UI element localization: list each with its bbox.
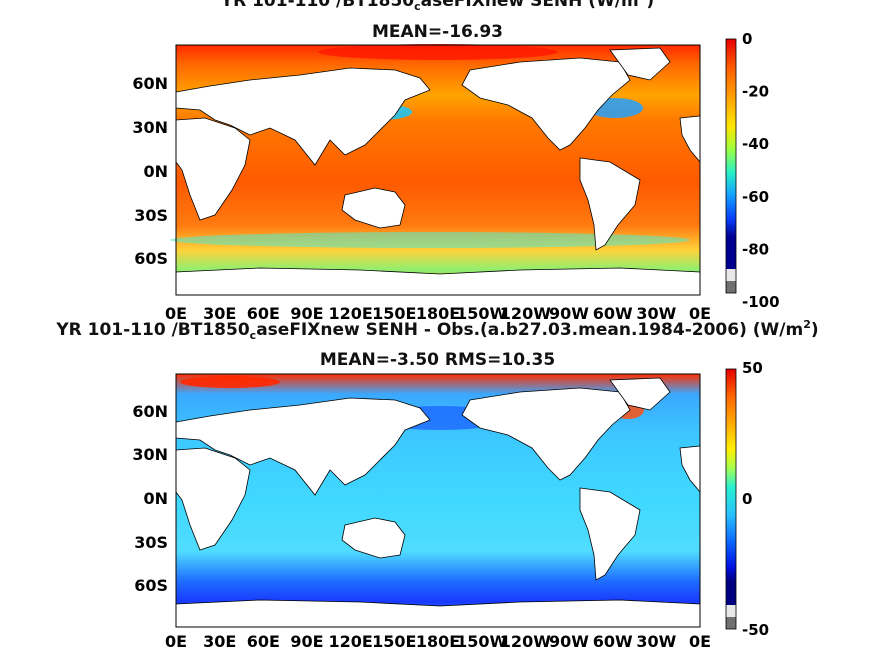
colorbar-tick-label: -80 <box>742 240 769 258</box>
x-tick-label: 120E <box>329 632 373 651</box>
panel2-land-africa <box>175 447 251 551</box>
x-tick-label: 90W <box>549 304 589 323</box>
panel2-land <box>175 377 701 628</box>
colorbar-tick-label: -50 <box>742 621 769 638</box>
panel2-land-eurasia <box>175 397 431 496</box>
panel1-title-sup: 2 <box>639 0 647 2</box>
panel1-y-ticklabels: 60N 30N 0N 30S 60S <box>132 74 168 268</box>
x-tick-label: 0E <box>165 632 187 651</box>
x-tick-label: 30E <box>203 304 236 323</box>
panel1-arctic <box>318 44 558 60</box>
x-tick-label: 150W <box>456 632 507 651</box>
x-tick-label: 60W <box>593 304 633 323</box>
colorbar-tick-label: -40 <box>742 135 769 153</box>
panel2-colorbar: 50 0 -50 <box>725 359 769 638</box>
x-tick-label: 150W <box>456 304 507 323</box>
panel1-land-north-america <box>461 57 631 151</box>
panel2-map: 60N 30N 0N 30S 60S 0E 30E 60E 90E 120E 150E 180E15… <box>132 373 711 651</box>
x-tick-label: 60E <box>247 632 280 651</box>
panel1-land-africa-west <box>679 115 701 164</box>
colorbar-tick-label: 50 <box>742 359 763 377</box>
x-tick-label: 0E <box>165 304 187 323</box>
panel1-colorbar-swatch-dark <box>726 281 736 293</box>
panel1-map: 60N 30N 0N 30S 60S 0E 30E 60E 90E 120E 150E 180E15… <box>132 44 711 323</box>
y-tick-label: 60N <box>132 402 168 421</box>
x-tick-label: 0E <box>689 304 711 323</box>
panel2-arctic <box>180 376 280 388</box>
y-tick-label: 0N <box>143 162 168 181</box>
panel2-land-greenland <box>609 377 671 411</box>
panel2-colorbar-swatch-light <box>726 605 736 617</box>
panel2-title-rest: aseFIXnew SENH - Obs.(a.b27.03.mean.1984… <box>256 320 804 340</box>
y-tick-label: 0N <box>143 489 168 508</box>
panel2-title-end: ) <box>810 320 819 340</box>
y-tick-label: 60N <box>132 74 168 93</box>
panel2-title-sub: c <box>249 329 257 342</box>
panel1-colorbar-scale <box>726 39 736 269</box>
panel2-title-main: YR 101-110 /BT1850 <box>56 320 250 340</box>
x-tick-label: 0E <box>689 632 711 651</box>
panel1-title-rest: aseFIXnew SENH (W/m <box>420 0 639 11</box>
panel2-colorbar-swatch-dark <box>726 617 736 629</box>
colorbar-tick-label: -60 <box>742 188 769 206</box>
colorbar-tick-label: -100 <box>742 293 780 310</box>
panel2-land-north-america <box>461 387 631 481</box>
panel1-title: YR 101-110 /BT1850caseFIXnew SENH (W/m2) <box>0 0 875 13</box>
panel2-land-africa-west <box>679 445 701 494</box>
panel2-y-ticklabels: 60N 30N 0N 30S 60S <box>132 402 168 595</box>
panel1-frame <box>175 44 701 296</box>
y-tick-label: 60S <box>134 249 168 268</box>
x-tick-label: 90W <box>549 632 589 651</box>
panel1-land-africa <box>175 117 251 221</box>
colorbar-tick-label: -20 <box>742 83 769 101</box>
panel2-land-south-america <box>579 487 641 581</box>
colorbar-tick-label: 0 <box>742 30 752 48</box>
panel2-colorbar-ticks: 50 0 -50 <box>742 359 769 638</box>
panel2-colorbar-frame <box>725 368 737 630</box>
y-tick-label: 30S <box>134 206 168 225</box>
x-tick-label: 30W <box>636 304 676 323</box>
panel2-colorbar-scale <box>726 369 736 605</box>
colorbar-tick-label: 0 <box>742 490 752 508</box>
panel1-title-end: ) <box>646 0 655 11</box>
y-tick-label: 30N <box>132 445 168 464</box>
x-tick-label: 90E <box>290 304 323 323</box>
x-tick-label: 120E <box>329 304 373 323</box>
panel1-land-greenland <box>609 47 671 81</box>
panel1-southern-band <box>170 232 690 248</box>
panel2-land-australia <box>341 517 406 559</box>
panel2-title-sup: 2 <box>803 318 811 331</box>
panel1-colorbar-ticks: 0 -20 -40 -60 -80 -100 <box>742 30 780 310</box>
x-tick-label: 180E <box>416 632 460 651</box>
panel1-land-eurasia <box>175 67 431 166</box>
y-tick-label: 30N <box>132 118 168 137</box>
x-tick-label: 60E <box>247 304 280 323</box>
x-tick-label: 90E <box>290 632 323 651</box>
x-tick-label: 60W <box>593 632 633 651</box>
panel1-title-sub: c <box>414 0 421 13</box>
x-tick-label: 120W <box>500 304 551 323</box>
panel1-colorbar-swatch-light <box>726 269 736 281</box>
x-tick-label: 30W <box>636 632 676 651</box>
panel1-title-main: YR 101-110 /BT1850 <box>220 0 415 11</box>
panel2-frame <box>175 373 701 628</box>
x-tick-label: 150E <box>372 304 416 323</box>
panel1-land-australia <box>341 187 406 229</box>
x-tick-label: 150E <box>372 632 416 651</box>
y-tick-label: 30S <box>134 533 168 552</box>
x-tick-label: 120W <box>500 632 551 651</box>
panel1-subtitle: MEAN=-16.93 <box>372 22 503 42</box>
panel2-title: YR 101-110 /BT1850caseFIXnew SENH - Obs.… <box>0 318 875 342</box>
panel1-land-south-america <box>579 157 641 251</box>
panel1-colorbar: 0 -20 -40 -60 -80 -100 <box>725 30 780 310</box>
y-tick-label: 60S <box>134 576 168 595</box>
x-tick-label: 180E <box>416 304 460 323</box>
x-tick-label: 30E <box>203 632 236 651</box>
panel2-subtitle: MEAN=-3.50 RMS=10.35 <box>319 350 556 370</box>
panel1-colorbar-frame <box>725 38 737 294</box>
